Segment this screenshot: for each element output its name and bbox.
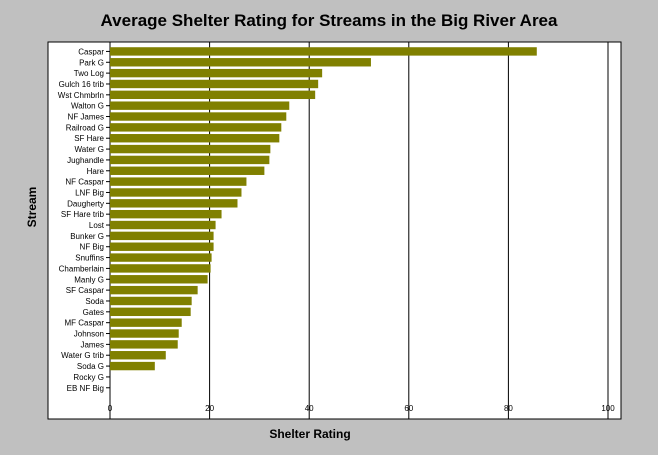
bar bbox=[110, 275, 208, 284]
bar bbox=[110, 123, 282, 132]
category-label: NF James bbox=[68, 113, 104, 122]
x-tick-label: 20 bbox=[205, 404, 214, 413]
category-label: Chamberlain bbox=[59, 264, 104, 273]
bar bbox=[110, 177, 247, 186]
x-tick-label: 80 bbox=[504, 404, 513, 413]
category-label: Manly G bbox=[74, 275, 104, 284]
y-axis-title: Stream bbox=[25, 186, 39, 228]
bar bbox=[110, 329, 179, 338]
bar bbox=[110, 79, 319, 89]
category-label: MF Caspar bbox=[64, 319, 104, 328]
x-tick-label: 40 bbox=[305, 404, 314, 413]
bar bbox=[110, 209, 222, 219]
bar bbox=[110, 68, 323, 78]
category-label: Daugherty bbox=[67, 199, 104, 208]
x-tick-label: 100 bbox=[601, 404, 615, 413]
chart-title: Average Shelter Rating for Streams in th… bbox=[100, 11, 558, 30]
category-label: Rocky G bbox=[73, 373, 104, 382]
category-label: Water G bbox=[75, 145, 104, 154]
bar bbox=[110, 134, 280, 143]
category-label: Caspar bbox=[78, 47, 104, 56]
bar bbox=[110, 351, 166, 360]
bar bbox=[110, 296, 192, 306]
bar bbox=[110, 231, 214, 241]
category-label: Gulch 16 trib bbox=[59, 80, 105, 89]
category-label: EB NF Big bbox=[67, 384, 104, 393]
category-label: Water G trib bbox=[61, 351, 104, 360]
category-label: Walton G bbox=[71, 102, 104, 111]
bar bbox=[110, 90, 316, 100]
bar bbox=[110, 188, 242, 197]
bar bbox=[110, 285, 198, 295]
x-tick-label: 60 bbox=[404, 404, 413, 413]
bar bbox=[110, 166, 265, 175]
bar bbox=[110, 318, 182, 327]
category-label: Railroad G bbox=[66, 123, 104, 132]
bar bbox=[110, 340, 178, 349]
bar bbox=[110, 101, 290, 110]
category-label: Park G bbox=[79, 58, 104, 67]
category-label: Snuffins bbox=[75, 254, 104, 263]
bar bbox=[110, 242, 214, 251]
bar bbox=[110, 47, 537, 56]
category-label: Jughandle bbox=[67, 156, 104, 165]
x-axis-title: Shelter Rating bbox=[269, 427, 351, 441]
category-label: Wst Chmbrln bbox=[58, 91, 104, 100]
category-label: Bunker G bbox=[70, 232, 104, 241]
bar bbox=[110, 361, 155, 371]
category-label: Soda bbox=[85, 297, 104, 306]
bar bbox=[110, 155, 270, 165]
bar bbox=[110, 112, 287, 121]
category-label: James bbox=[80, 340, 104, 349]
category-label: LNF Big bbox=[75, 188, 104, 197]
category-label: Johnson bbox=[74, 330, 104, 339]
category-label: NF Caspar bbox=[65, 178, 104, 187]
category-label: Hare bbox=[87, 167, 105, 176]
bars bbox=[110, 47, 537, 371]
category-label: SF Caspar bbox=[66, 286, 105, 295]
bar bbox=[110, 58, 371, 67]
x-tick-label: 0 bbox=[108, 404, 113, 413]
category-label: Soda G bbox=[77, 362, 104, 371]
category-label: Two Log bbox=[74, 69, 104, 78]
category-label: SF Hare bbox=[74, 134, 104, 143]
category-label: SF Hare trib bbox=[61, 210, 105, 219]
bar bbox=[110, 144, 271, 154]
category-label: Lost bbox=[89, 221, 105, 230]
bar bbox=[110, 199, 238, 208]
bar bbox=[110, 220, 216, 230]
bar bbox=[110, 307, 191, 317]
x-tick-labels: 0 20 40 60 80 100 bbox=[108, 404, 615, 413]
category-label: NF Big bbox=[80, 243, 104, 252]
bar bbox=[110, 264, 211, 273]
bar bbox=[110, 253, 212, 262]
category-label: Gates bbox=[83, 308, 104, 317]
category-labels: Caspar Park G Two Log Gulch 16 trib Wst Chmb… bbox=[58, 47, 110, 393]
